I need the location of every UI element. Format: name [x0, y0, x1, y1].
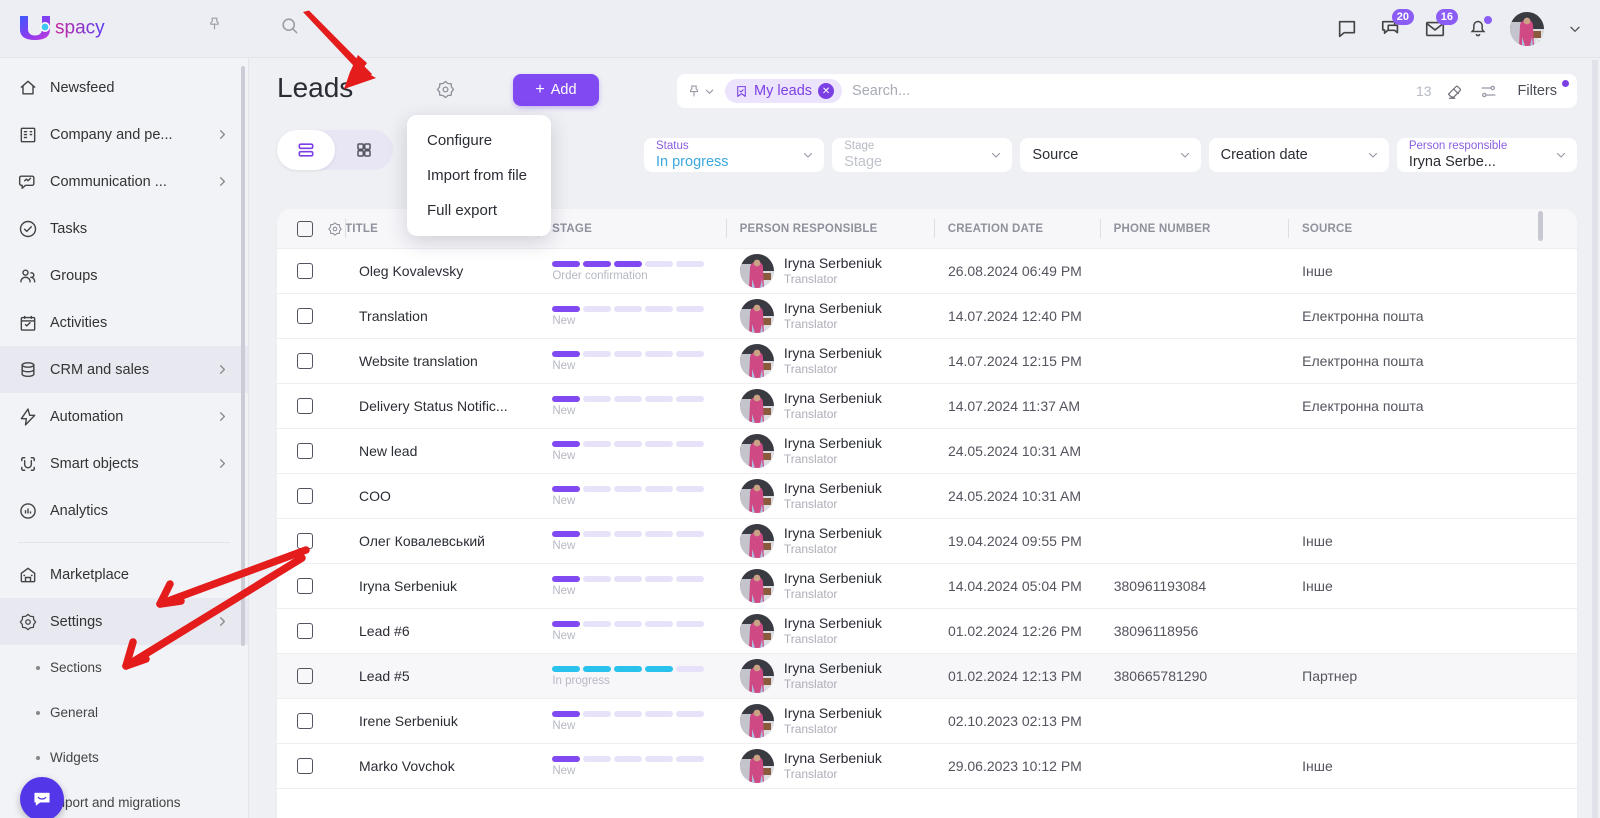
svg-text:spacy: spacy: [55, 18, 105, 39]
